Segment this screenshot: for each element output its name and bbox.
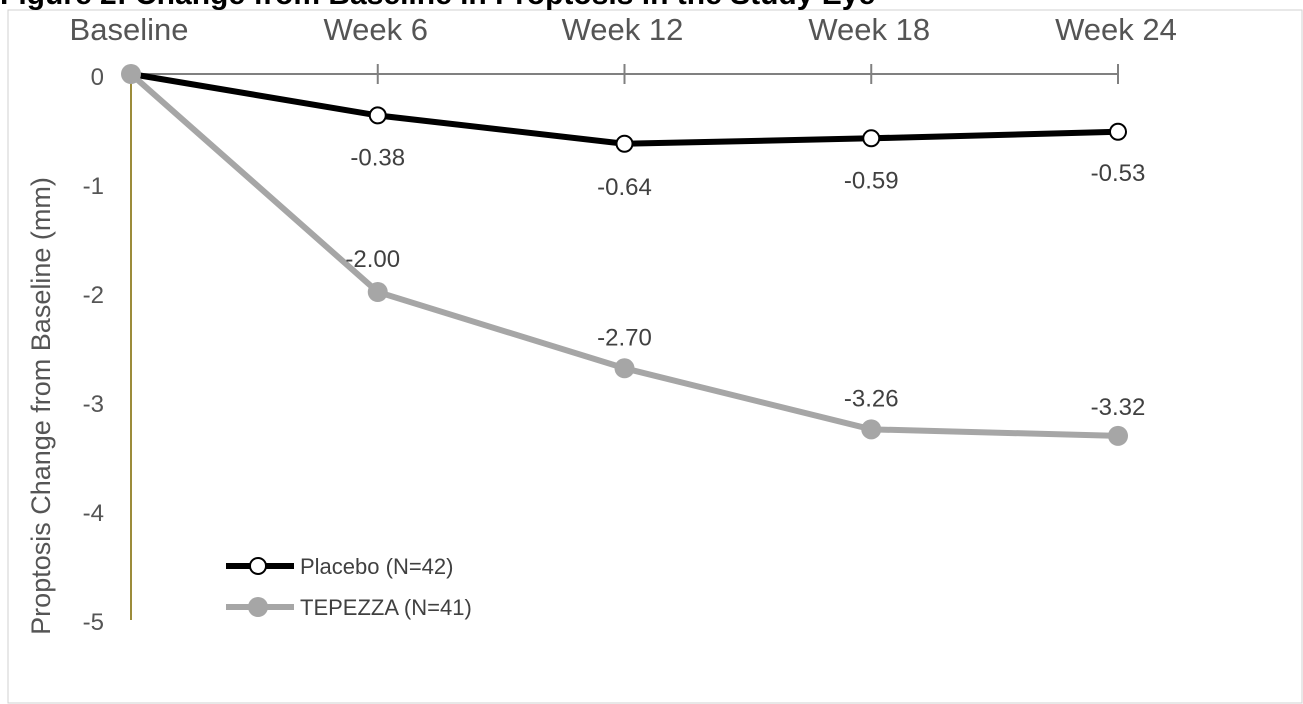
data-label: -3.26	[844, 385, 899, 412]
series-1-point	[368, 106, 387, 125]
series-layer: -0.38 -0.64 -0.59 -0.53 -2.00 -2.70 -3.26 -3.32	[121, 64, 1145, 446]
y-tick-label: -3	[83, 391, 104, 418]
series-line-2	[128, 71, 1121, 439]
y-tick-label: 0	[91, 64, 104, 91]
series-1-point	[615, 134, 634, 153]
series-1-point	[862, 129, 881, 148]
series-2-point	[861, 419, 882, 440]
x-tick-label: Week 6	[323, 12, 428, 47]
series-2-point	[614, 358, 635, 379]
series-2-point	[121, 64, 141, 84]
y-tick-label: -1	[83, 173, 104, 200]
data-label: -2.00	[345, 246, 400, 273]
y-axis: 0 -1 -2 -3 -4 -5	[83, 64, 132, 636]
series-1-point	[1109, 122, 1127, 141]
data-label: -0.53	[1091, 160, 1146, 187]
legend: Placebo (N=42) TEPEZZA (N=41)	[226, 554, 472, 620]
chart-frame	[7, 9, 1303, 704]
chart-title: Figure 2: Change from Baseline in Propto…	[0, 0, 875, 11]
series-2-point	[1108, 425, 1128, 446]
y-tick-label: -5	[83, 609, 104, 636]
series-line-1	[128, 71, 1121, 147]
y-tick-label: -2	[83, 282, 104, 309]
data-label: -0.38	[350, 144, 405, 171]
legend-label-1: Placebo (N=42)	[300, 554, 453, 579]
x-axis: Baseline Week 6 Week 12 Week 18 Week 24	[70, 12, 1177, 84]
legend-marker-2	[248, 597, 268, 617]
data-label: -0.64	[597, 174, 652, 201]
y-axis-label: Proptosis Change from Baseline (mm)	[26, 177, 56, 635]
x-tick-label: Week 12	[562, 12, 684, 47]
x-tick-label: Week 18	[808, 12, 930, 47]
data-label: -0.59	[844, 167, 899, 194]
data-label: -2.70	[597, 324, 652, 351]
x-tick-label: Week 24	[1055, 12, 1177, 47]
data-label: -3.32	[1091, 394, 1146, 421]
legend-label-2: TEPEZZA (N=41)	[300, 595, 472, 620]
series-2-point	[367, 282, 388, 302]
y-tick-label: -4	[83, 500, 104, 527]
x-tick-label: Baseline	[70, 12, 189, 47]
legend-marker-1	[249, 557, 267, 575]
